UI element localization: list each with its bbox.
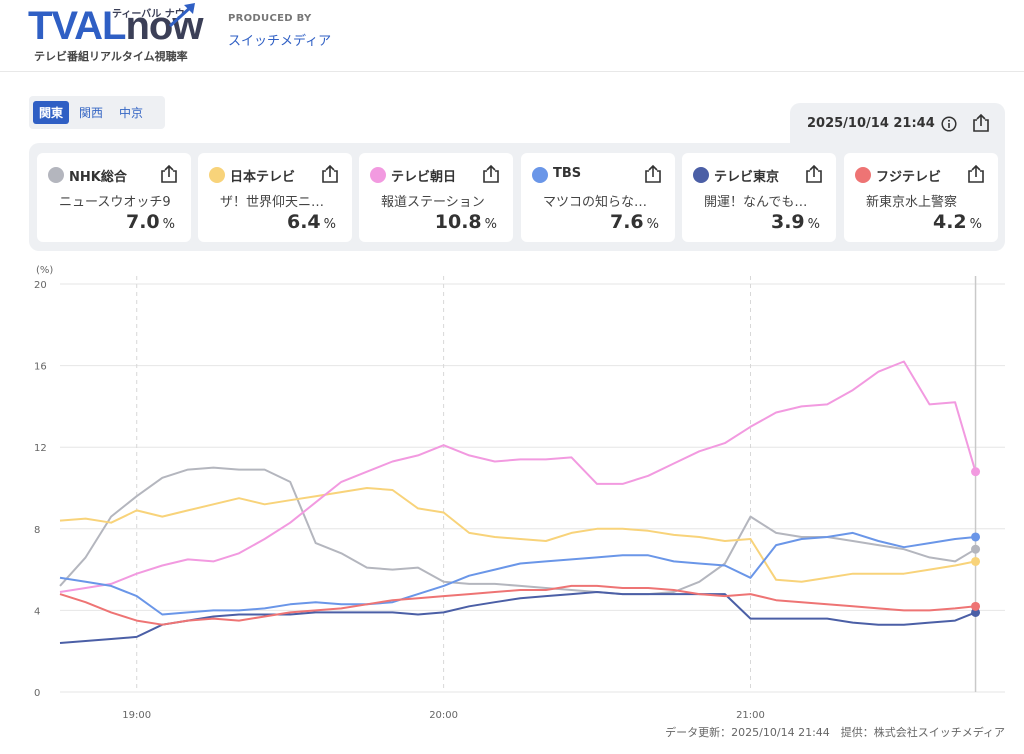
rating-value: 7.0% <box>126 211 175 233</box>
channel-panel <box>29 143 1005 251</box>
rating-unit: % <box>969 217 982 232</box>
channel-card-fuji-tv[interactable]: フジテレビ 新東京水上警察 4.2% <box>844 153 998 242</box>
channel-card-nhk[interactable]: NHK総合 ニュースウオッチ9 7.0% <box>37 153 191 242</box>
rating-unit: % <box>807 217 820 232</box>
rating-chart[interactable]: (%) 0 4 8 12 16 20 19:00 20:00 21:00 <box>0 258 1024 728</box>
program-name: 開運！なんでも… <box>704 195 808 210</box>
rating-value: 4.2% <box>933 211 982 233</box>
series-line-1[interactable] <box>59 487 976 583</box>
y-tick-label: 12 <box>34 443 47 454</box>
rating-number: 6.4 <box>286 211 321 233</box>
program-name: 報道ステーション <box>381 195 485 210</box>
produced-by-label: PRODUCED BY <box>228 13 312 24</box>
rating-number: 3.9 <box>770 211 805 233</box>
series-line-2[interactable] <box>59 360 977 593</box>
share-icon[interactable] <box>321 164 339 184</box>
rating-unit: % <box>646 217 659 232</box>
channel-color-dot <box>370 167 386 183</box>
program-name: 新東京水上警察 <box>866 195 958 210</box>
channel-color-dot <box>693 167 709 183</box>
series-endpoint-5[interactable] <box>971 601 981 611</box>
program-name: ザ！世界仰天ニ… <box>220 195 325 210</box>
share-icon[interactable] <box>482 164 500 184</box>
rating-unit: % <box>484 217 497 232</box>
tvalnow-logo[interactable]: TVALnow ティーバル ナウ テレビ番組リアルタイム視聴率 <box>28 2 208 64</box>
region-tabs: 関東 関西 中京 <box>29 96 165 129</box>
channel-name: フジテレビ <box>876 170 942 185</box>
series-endpoint-3[interactable] <box>971 532 981 542</box>
share-icon[interactable] <box>805 164 823 184</box>
rating-number: 4.2 <box>932 211 967 233</box>
rating-number: 7.6 <box>609 211 644 233</box>
rating-number: 7.0 <box>125 211 160 233</box>
rating-value: 3.9% <box>771 211 820 233</box>
channel-card-tv-tokyo[interactable]: テレビ東京 開運！なんでも… 3.9% <box>682 153 836 242</box>
channel-name: NHK総合 <box>69 170 127 185</box>
rating-number: 10.8 <box>434 211 482 233</box>
rating-unit: % <box>323 217 336 232</box>
rating-unit: % <box>162 217 175 232</box>
tab-kansai[interactable]: 関西 <box>79 106 104 120</box>
rating-value: 10.8% <box>435 211 497 233</box>
channel-card-ntv[interactable]: 日本テレビ ザ！世界仰天ニ… 6.4% <box>198 153 352 242</box>
channel-color-dot <box>209 167 225 183</box>
series-line-3[interactable] <box>59 531 976 616</box>
series-line-4[interactable] <box>59 591 976 644</box>
header: TVALnow ティーバル ナウ テレビ番組リアルタイム視聴率 PRODUCED… <box>0 0 1024 72</box>
channel-name: テレビ朝日 <box>391 170 457 185</box>
y-tick-label: 4 <box>34 606 40 617</box>
share-icon[interactable] <box>160 164 178 184</box>
channel-name: テレビ東京 <box>714 170 780 185</box>
channel-card-tbs[interactable]: TBS マツコの知らな… 7.6% <box>521 153 675 242</box>
series-line-5[interactable] <box>59 584 976 626</box>
channel-color-dot <box>48 167 64 183</box>
y-tick-label: 16 <box>34 362 47 373</box>
channel-card-tv-asahi[interactable]: テレビ朝日 報道ステーション 10.8% <box>359 153 513 242</box>
y-tick-label: 8 <box>34 525 40 536</box>
tab-kanto[interactable]: 関東 <box>33 101 70 124</box>
logo-subtitle: テレビ番組リアルタイム視聴率 <box>34 50 188 63</box>
series-endpoint-2[interactable] <box>971 467 981 477</box>
channel-color-dot <box>855 167 871 183</box>
program-name: マツコの知らな… <box>543 195 648 210</box>
x-tick-label: 21:00 <box>736 710 765 721</box>
y-tick-label: 0 <box>34 688 40 699</box>
tab-chukyo[interactable]: 中京 <box>119 106 144 120</box>
rating-chart-svg[interactable]: (%) 0 4 8 12 16 20 19:00 20:00 21:00 <box>0 258 1024 728</box>
share-icon[interactable] <box>972 113 990 133</box>
series-endpoint-0[interactable] <box>971 544 981 554</box>
y-tick-label: 20 <box>34 280 47 291</box>
program-name: ニュースウオッチ9 <box>59 195 171 210</box>
datetime-text: 2025/10/14 21:44 <box>807 116 935 131</box>
logo-kana: ティーバル ナウ <box>112 9 185 20</box>
rating-value: 6.4% <box>287 211 336 233</box>
logo-wordmark: TVALnow <box>28 4 203 48</box>
rating-value: 7.6% <box>610 211 659 233</box>
y-axis-label: (%) <box>36 265 53 276</box>
channel-name: 日本テレビ <box>230 170 296 185</box>
series-endpoint-1[interactable] <box>971 556 981 566</box>
x-tick-label: 20:00 <box>429 710 458 721</box>
info-icon[interactable] <box>941 116 957 132</box>
channel-name: TBS <box>553 166 582 181</box>
share-icon[interactable] <box>967 164 985 184</box>
logo-now: now <box>125 4 203 48</box>
producer-link[interactable]: スイッチメディア <box>228 34 332 49</box>
x-tick-label: 19:00 <box>122 710 151 721</box>
logo-tval: TVAL <box>28 4 126 48</box>
share-icon[interactable] <box>644 164 662 184</box>
channel-color-dot <box>532 167 548 183</box>
logo-arrow-icon <box>168 3 195 28</box>
footer-credit: データ更新：2025/10/14 21:44 提供：株式会社スイッチメディア <box>665 726 1005 739</box>
